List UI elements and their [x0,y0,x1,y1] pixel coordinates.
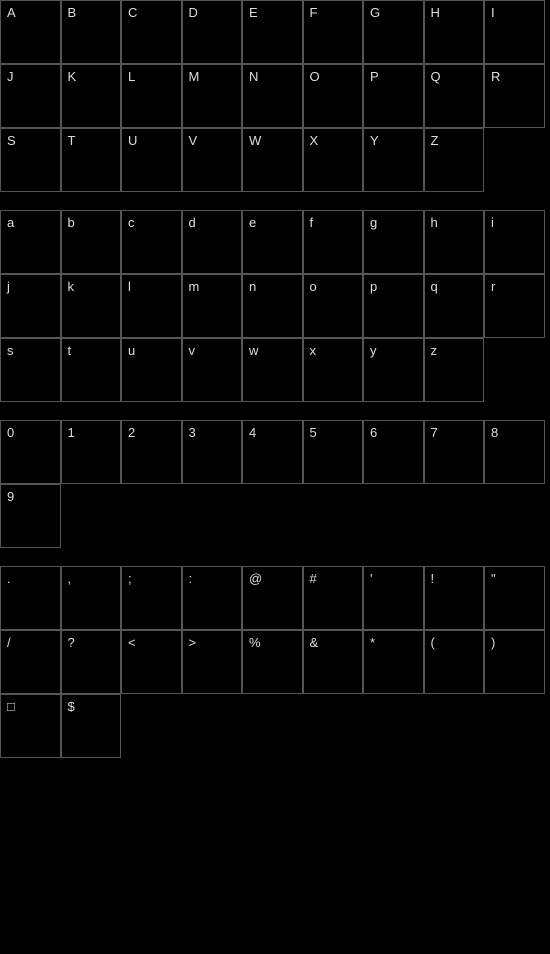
glyph-cell: V [182,128,243,192]
glyph-cell: I [484,0,545,64]
glyph-cell: # [303,566,364,630]
glyph-cell: x [303,338,364,402]
glyph-cell: H [424,0,485,64]
glyph-cell: E [242,0,303,64]
glyph-cell: ( [424,630,485,694]
glyph-cell: L [121,64,182,128]
glyph-cell: T [61,128,122,192]
glyph-cell: F [303,0,364,64]
glyph-cell: j [0,274,61,338]
glyph-cell: A [0,0,61,64]
glyph-cell: J [0,64,61,128]
glyph-cell: : [182,566,243,630]
glyph-cell: 6 [363,420,424,484]
glyph-cell: * [363,630,424,694]
glyph-cell: y [363,338,424,402]
glyph-cell: C [121,0,182,64]
glyph-cell: $ [61,694,122,758]
glyph-cell: c [121,210,182,274]
glyph-cell: g [363,210,424,274]
glyph-cell: 2 [121,420,182,484]
glyph-cell: f [303,210,364,274]
glyph-cell: ) [484,630,545,694]
glyph-cell: s [0,338,61,402]
glyph-cell: P [363,64,424,128]
glyph-cell: G [363,0,424,64]
glyph-cell: 0 [0,420,61,484]
glyph-cell: M [182,64,243,128]
glyph-cell: z [424,338,485,402]
glyph-cell: k [61,274,122,338]
glyph-group-digits: 012345678 9 [0,420,550,548]
glyph-cell: X [303,128,364,192]
glyph-cell: e [242,210,303,274]
glyph-cell: 9 [0,484,61,548]
glyph-cell: □ [0,694,61,758]
glyph-cell: R [484,64,545,128]
glyph-cell: < [121,630,182,694]
glyph-cell: & [303,630,364,694]
glyph-grid: .,;:@#'!" /?<>%&*() □$ [0,566,545,758]
glyph-cell: 7 [424,420,485,484]
glyph-cell: / [0,630,61,694]
glyph-cell: q [424,274,485,338]
glyph-cell: " [484,566,545,630]
glyph-cell: t [61,338,122,402]
glyph-grid: abcdefghi jklmnopqr stuvwxyz [0,210,545,402]
glyph-cell: N [242,64,303,128]
glyph-cell: ' [363,566,424,630]
glyph-cell: K [61,64,122,128]
glyph-cell: u [121,338,182,402]
glyph-grid: ABCDEFGHI JKLMNOPQR STUVWXYZ [0,0,545,192]
glyph-cell: b [61,210,122,274]
glyph-cell: Y [363,128,424,192]
glyph-cell: W [242,128,303,192]
glyph-cell: 8 [484,420,545,484]
glyph-cell: U [121,128,182,192]
glyph-cell: D [182,0,243,64]
glyph-cell: 5 [303,420,364,484]
font-glyph-map: ABCDEFGHI JKLMNOPQR STUVWXYZabcdefghi jklmn… [0,0,550,758]
glyph-cell: ; [121,566,182,630]
glyph-cell: r [484,274,545,338]
glyph-cell: O [303,64,364,128]
glyph-cell: , [61,566,122,630]
glyph-grid: 012345678 9 [0,420,545,548]
glyph-cell: B [61,0,122,64]
glyph-cell: Q [424,64,485,128]
glyph-cell: l [121,274,182,338]
glyph-cell: o [303,274,364,338]
glyph-group-uppercase: ABCDEFGHI JKLMNOPQR STUVWXYZ [0,0,550,192]
glyph-cell: ! [424,566,485,630]
glyph-group-symbols: .,;:@#'!" /?<>%&*() □$ [0,566,550,758]
glyph-cell: 1 [61,420,122,484]
glyph-cell: n [242,274,303,338]
glyph-cell: p [363,274,424,338]
glyph-cell: v [182,338,243,402]
glyph-cell: % [242,630,303,694]
glyph-cell: h [424,210,485,274]
glyph-cell: i [484,210,545,274]
glyph-cell: S [0,128,61,192]
glyph-cell: ? [61,630,122,694]
glyph-cell: w [242,338,303,402]
glyph-cell: 3 [182,420,243,484]
glyph-group-lowercase: abcdefghi jklmnopqr stuvwxyz [0,210,550,402]
glyph-cell: . [0,566,61,630]
glyph-cell: m [182,274,243,338]
glyph-cell: d [182,210,243,274]
glyph-cell: Z [424,128,485,192]
glyph-cell: 4 [242,420,303,484]
glyph-cell: a [0,210,61,274]
glyph-cell: > [182,630,243,694]
glyph-cell: @ [242,566,303,630]
